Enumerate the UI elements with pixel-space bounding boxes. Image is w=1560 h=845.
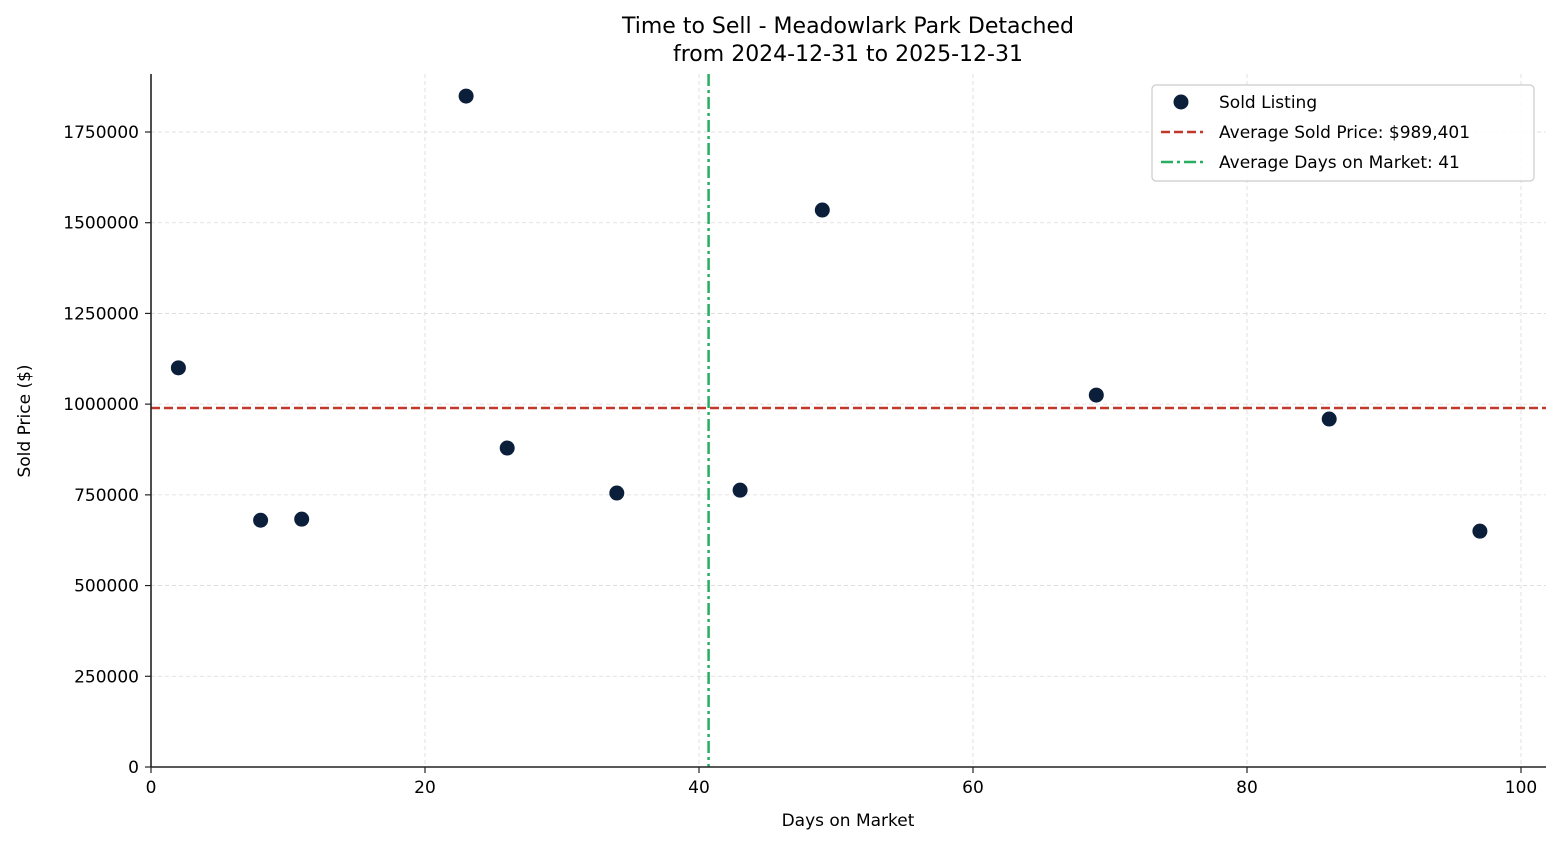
legend-label-sold-listing: Sold Listing xyxy=(1219,93,1317,113)
x-tick-label: 100 xyxy=(1505,778,1537,798)
y-axis-label: Sold Price ($) xyxy=(15,364,35,477)
data-point xyxy=(253,512,269,528)
x-axis-label: Days on Market xyxy=(782,811,915,831)
data-points xyxy=(170,88,1488,539)
x-tick-label: 40 xyxy=(688,778,710,798)
y-tick-label: 1000000 xyxy=(63,395,139,415)
legend-label-average-price: Average Sold Price: $989,401 xyxy=(1219,123,1470,143)
y-tick-label: 0 xyxy=(128,758,139,778)
y-tick-label: 1250000 xyxy=(63,304,139,324)
reference-lines xyxy=(151,74,1546,767)
x-tick-label: 80 xyxy=(1236,778,1258,798)
data-point xyxy=(814,202,830,218)
x-tick-label: 0 xyxy=(146,778,157,798)
data-point xyxy=(499,440,515,456)
legend-label-average-days: Average Days on Market: 41 xyxy=(1219,153,1460,173)
chart-title-line-1: Time to Sell - Meadowlark Park Detached xyxy=(621,14,1074,39)
y-tick-label: 750000 xyxy=(74,486,139,506)
data-point xyxy=(1321,411,1337,427)
chart-title-line-2: from 2024-12-31 to 2025-12-31 xyxy=(673,42,1023,67)
y-tick-label: 1750000 xyxy=(63,123,139,143)
chart-title: Time to Sell - Meadowlark Park Detached … xyxy=(621,14,1074,67)
legend: Sold Listing Average Sold Price: $989,40… xyxy=(1151,84,1535,182)
y-tick-label: 250000 xyxy=(74,667,139,687)
y-tick-label: 1500000 xyxy=(63,214,139,234)
x-tick-label: 20 xyxy=(414,778,436,798)
axes xyxy=(150,74,1546,768)
y-tick-label: 500000 xyxy=(74,577,139,597)
legend-marker-sold-listing-icon xyxy=(1173,94,1189,110)
data-point xyxy=(458,88,474,104)
data-point xyxy=(1088,387,1104,403)
legend-box xyxy=(1151,84,1535,182)
data-point xyxy=(1472,523,1488,539)
y-axis-ticks: 0 250000 500000 750000 1000000 1250000 1500000… xyxy=(63,123,151,778)
data-point xyxy=(609,485,625,501)
grid-lines xyxy=(150,74,1546,767)
x-axis-ticks: 0 20 40 60 80 100 xyxy=(146,767,1537,798)
data-point xyxy=(170,360,186,376)
x-tick-label: 60 xyxy=(962,778,984,798)
data-point xyxy=(294,511,310,527)
data-point xyxy=(732,482,748,498)
